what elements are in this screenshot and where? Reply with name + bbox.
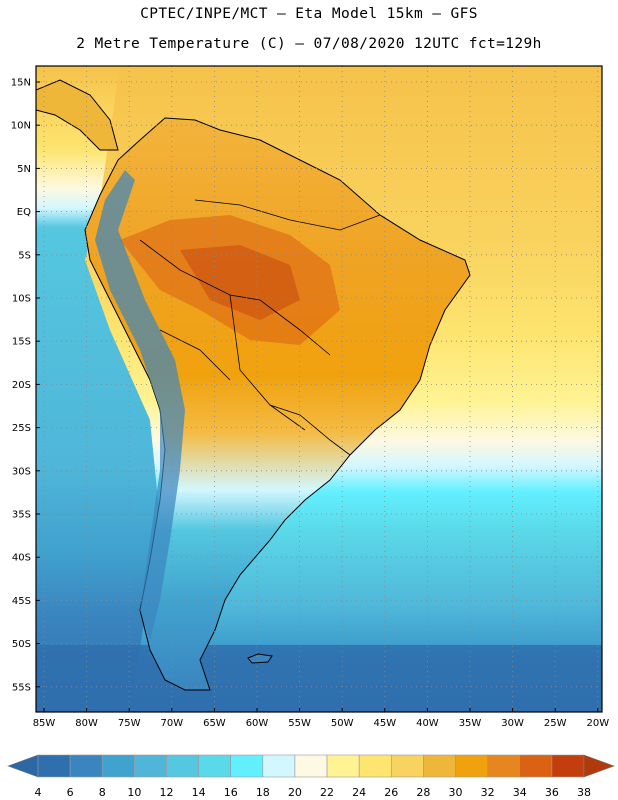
colorbar: 4 6 8 10 12 14 16 18 20 22 24 26 28 30 32 34 36 38 [7,754,615,799]
colorbar-label: 32 [481,786,495,799]
lat-label: 20S [12,380,31,391]
colorbar-segment [134,754,167,778]
colorbar-label: 8 [99,786,106,799]
colorbar-label: 6 [67,786,74,799]
andes-cold-strip [95,170,185,640]
lat-label: 45S [12,596,31,607]
colorbar-label: 12 [159,786,173,799]
colorbar-under-arrow [7,754,39,778]
colorbar-label: 26 [384,786,398,799]
colorbar-label: 4 [35,786,42,799]
colorbar-segment [423,754,456,778]
colorbar-segment [519,754,553,778]
lat-label: 50S [12,639,31,650]
colorbar-segment [487,754,521,778]
lon-label: 20W [586,718,609,729]
lon-label: 35W [459,718,482,729]
lat-label: 10N [11,121,31,132]
colorbar-label: 18 [256,786,270,799]
lon-label: 25W [544,718,567,729]
lat-label: 55S [12,682,31,693]
colorbar-label: 24 [352,786,366,799]
colorbar-label: 20 [288,786,302,799]
colorbar-segment [230,754,264,778]
title-line-2: 2 Metre Temperature (C) – 07/08/2020 12U… [76,36,542,52]
colorbar-label: 10 [127,786,141,799]
lon-label: 85W [33,718,56,729]
lat-label: 40S [12,553,31,564]
colorbar-segment [69,754,103,778]
colorbar-segment [101,754,135,778]
ocean-field-west [36,66,160,712]
lon-label: 55W [288,718,311,729]
colorbar-segment [358,754,392,778]
lon-label: 45W [373,718,396,729]
falkland-islands [247,653,273,664]
colorbar-segment [390,754,424,778]
lat-label: 15N [11,78,31,89]
lat-label: 35S [12,510,31,521]
lat-label: EQ [17,207,31,218]
lat-label: 15S [12,337,31,348]
colorbar-label: 34 [513,786,527,799]
colorbar-label: 16 [224,786,238,799]
colorbar-label: 28 [416,786,430,799]
lon-label: 65W [203,718,226,729]
lon-label: 30W [501,718,524,729]
colorbar-label: 36 [545,786,559,799]
lat-label: 30S [12,466,31,477]
longitude-labels: 85W 80W 75W 70W 65W 60W 55W 50W 45W 40W 35W 30W 25W 2… [33,708,609,729]
lat-label: 10S [12,294,31,305]
lon-label: 50W [331,718,354,729]
colorbar-segment [294,754,328,778]
lat-label: 25S [12,423,31,434]
lon-label: 80W [75,718,98,729]
lat-label: 5N [17,164,31,175]
lon-label: 75W [118,718,141,729]
title-line-1: CPTEC/INPE/MCT – Eta Model 15km – GFS [140,6,478,22]
central-america-land [36,79,119,151]
southern-ocean [36,645,602,712]
colorbar-segment [198,754,232,778]
lon-label: 40W [416,718,439,729]
country-borders [139,199,381,456]
lon-label: 60W [246,718,269,729]
colorbar-over-arrow [583,754,615,778]
map-frame [35,65,603,713]
colorbar-label: 14 [192,786,206,799]
colorbar-segment [551,754,585,778]
lon-label: 70W [160,718,183,729]
colorbar-segment [37,754,71,778]
map-field [36,66,602,712]
latitude-labels: 15N 10N 5N EQ 5S 10S 15S 20S 25S 30S 35S 40S 45S 50S 5… [11,78,40,693]
colorbar-segment [166,754,199,778]
colorbar-segment [326,754,360,778]
colorbar-segment [455,754,488,778]
colorbar-segment [262,754,296,778]
colorbar-label: 38 [577,786,591,799]
colorbar-label: 30 [449,786,463,799]
amazon-hot-zone [120,215,340,345]
lat-label: 5S [18,250,31,261]
amazon-peak-zone [180,245,300,320]
colorbar-label: 22 [320,786,334,799]
